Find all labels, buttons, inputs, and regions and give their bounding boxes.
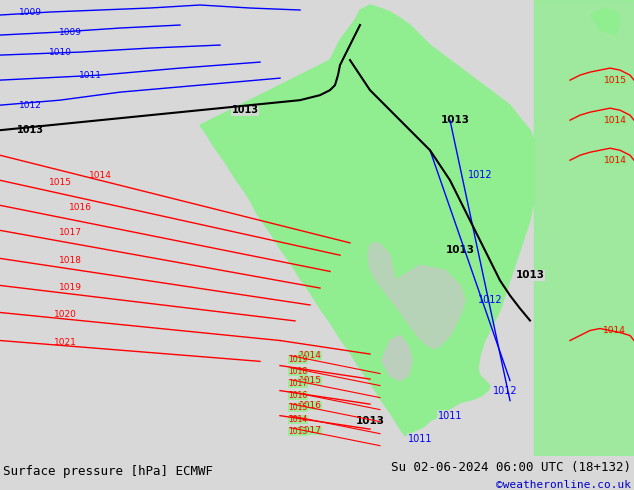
Text: 1011: 1011 [408,434,432,443]
Text: 1019: 1019 [58,283,82,292]
Text: 1016: 1016 [288,391,307,400]
Text: 1009: 1009 [58,27,82,37]
Text: 1016: 1016 [68,203,91,212]
Text: 1016: 1016 [299,401,321,410]
Text: 1017: 1017 [288,379,307,388]
Text: 1013: 1013 [231,105,259,115]
Polygon shape [200,5,534,436]
Text: 1014: 1014 [604,156,626,165]
Text: 1019: 1019 [288,355,307,364]
Text: 1015: 1015 [48,178,72,187]
Text: 1017: 1017 [299,426,321,435]
Text: 1012: 1012 [468,170,493,180]
Text: ©weatheronline.co.uk: ©weatheronline.co.uk [496,480,631,490]
Polygon shape [590,8,620,35]
Text: Surface pressure [hPa] ECMWF: Surface pressure [hPa] ECMWF [3,465,213,478]
Text: Su 02-06-2024 06:00 UTC (18+132): Su 02-06-2024 06:00 UTC (18+132) [391,461,631,474]
Text: 1018: 1018 [58,256,82,265]
Text: 1013: 1013 [446,245,474,255]
Text: 1009: 1009 [18,7,41,17]
Text: 1015: 1015 [604,75,626,85]
Polygon shape [382,336,412,381]
Text: 1013: 1013 [441,115,470,125]
Text: 1014: 1014 [299,351,321,360]
Text: 1014: 1014 [602,326,625,335]
Text: 1014: 1014 [604,116,626,124]
Text: 1017: 1017 [58,228,82,237]
Text: 1014: 1014 [288,415,307,424]
Text: 1018: 1018 [288,367,307,376]
Polygon shape [368,243,465,348]
Text: 1010: 1010 [48,48,72,56]
Text: 1020: 1020 [53,310,77,319]
Text: 1013: 1013 [288,427,307,436]
Text: 1021: 1021 [53,338,77,347]
Polygon shape [534,0,634,456]
Text: 1013: 1013 [515,270,545,280]
Text: 1012: 1012 [477,295,502,305]
Text: 1011: 1011 [79,71,101,79]
Text: 1013: 1013 [16,125,44,135]
Text: 1015: 1015 [299,376,321,385]
Text: 1012: 1012 [18,100,41,110]
Text: 1015: 1015 [288,403,307,412]
Text: 1012: 1012 [493,386,517,395]
Text: 1014: 1014 [89,171,112,180]
Text: 1013: 1013 [356,416,384,426]
Text: 1011: 1011 [437,411,462,420]
